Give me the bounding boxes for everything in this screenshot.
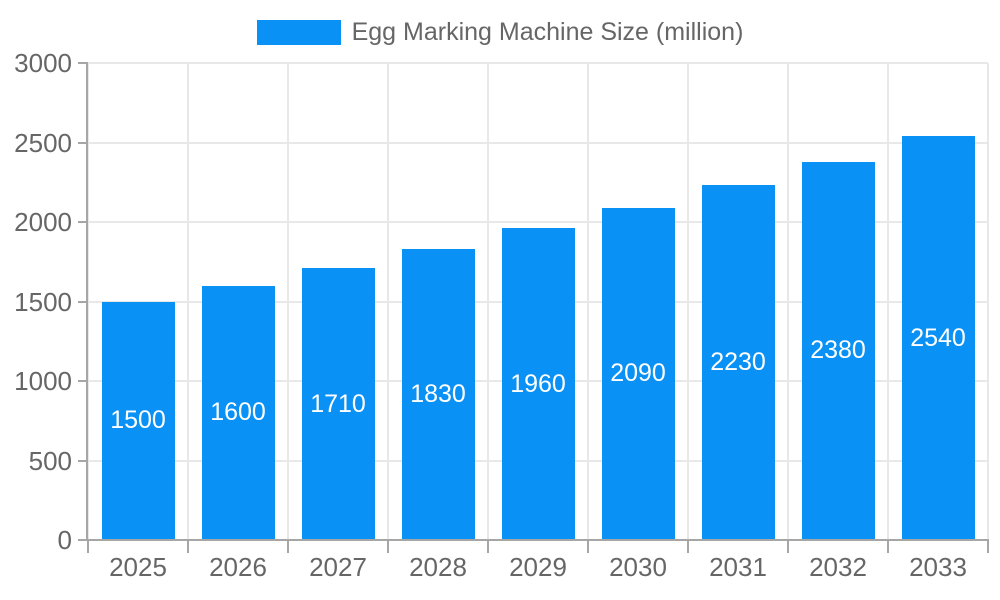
x-axis-tick <box>287 539 289 553</box>
x-axis-tick <box>187 539 189 553</box>
bar-value-label: 1600 <box>210 398 266 427</box>
x-tick-label: 2027 <box>309 552 367 582</box>
bar-value-label: 1960 <box>510 369 566 398</box>
x-axis-tick <box>987 539 989 553</box>
gridline-vertical <box>687 63 689 540</box>
legend-title: Egg Marking Machine Size (million) <box>351 18 744 46</box>
x-tick-label: 2030 <box>609 552 667 582</box>
bar[interactable]: 2380 <box>801 161 875 540</box>
y-tick-label: 3000 <box>14 48 72 78</box>
x-tick-label: 2031 <box>709 552 767 582</box>
bar-value-label: 1500 <box>110 406 166 435</box>
x-axis-tick <box>687 539 689 553</box>
gridline-vertical <box>287 63 289 540</box>
x-axis-tick <box>87 539 89 553</box>
bar[interactable]: 1960 <box>501 228 575 540</box>
x-axis-tick <box>587 539 589 553</box>
bar[interactable]: 2090 <box>601 207 675 540</box>
x-tick-label: 2025 <box>109 552 167 582</box>
gridline-vertical <box>387 63 389 540</box>
x-tick-label: 2029 <box>509 552 567 582</box>
bar[interactable]: 1600 <box>201 285 275 540</box>
gridline-vertical <box>987 63 989 540</box>
y-tick-label: 500 <box>28 445 72 476</box>
y-tick-label: 1500 <box>14 286 72 317</box>
bar[interactable]: 1710 <box>301 268 375 540</box>
bar[interactable]: 2540 <box>901 136 975 540</box>
x-axis-tick <box>487 539 489 553</box>
x-axis-tick <box>787 539 789 553</box>
x-axis-tick <box>387 539 389 553</box>
x-tick-label: 2026 <box>209 552 267 582</box>
bar-value-label: 2230 <box>710 348 766 377</box>
y-tick-label: 0 <box>57 525 72 555</box>
gridline-vertical <box>887 63 889 540</box>
y-tick-label: 2500 <box>14 127 72 158</box>
gridline-horizontal <box>88 221 988 223</box>
bar-value-label: 2090 <box>610 359 666 388</box>
bar-value-label: 2380 <box>810 336 866 365</box>
gridline-vertical <box>587 63 589 540</box>
bar-value-label: 1710 <box>310 389 366 418</box>
bar-value-label: 1830 <box>410 380 466 409</box>
x-tick-label: 2032 <box>809 552 867 582</box>
gridline-vertical <box>187 63 189 540</box>
gridline-vertical <box>787 63 789 540</box>
bar[interactable]: 1500 <box>101 301 175 540</box>
bar[interactable]: 2230 <box>701 185 775 540</box>
y-tick-label: 1000 <box>14 366 72 396</box>
x-tick-label: 2028 <box>409 552 467 582</box>
gridline-vertical <box>487 63 489 540</box>
bar-value-label: 2540 <box>910 323 966 352</box>
x-tick-label: 2033 <box>909 552 967 582</box>
y-tick-label: 2000 <box>14 207 72 237</box>
legend-swatch <box>256 20 341 45</box>
gridline-horizontal <box>88 141 988 144</box>
legend[interactable]: Egg Marking Machine Size (million) <box>0 18 1000 47</box>
bar[interactable]: 1830 <box>401 249 475 540</box>
x-axis-tick <box>887 539 889 553</box>
gridline-horizontal <box>88 62 988 64</box>
gridline-vertical <box>87 63 89 540</box>
bars-layer: 1500 1600 1710 1830 1960 2090 2230 2380 2540 <box>88 63 988 540</box>
